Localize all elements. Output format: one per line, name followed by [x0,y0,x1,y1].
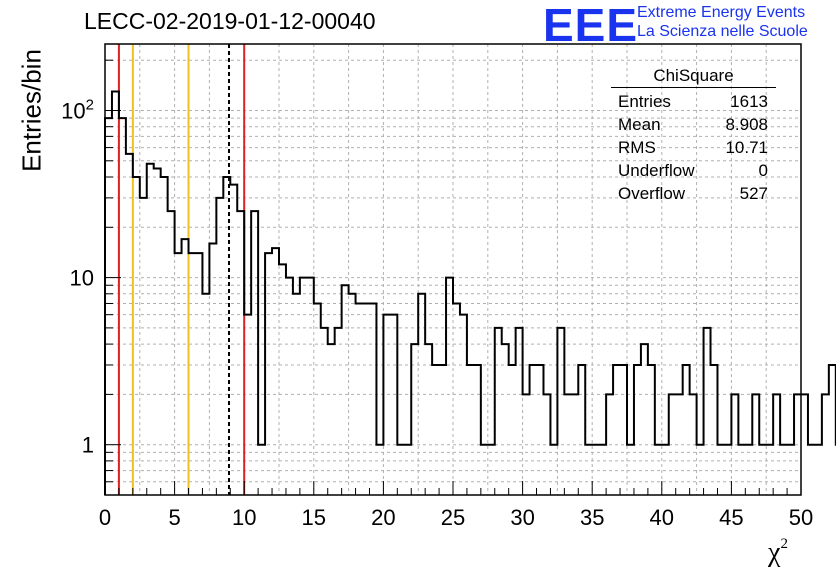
x-tick-label: 45 [719,505,743,530]
stats-row-rms: RMS 10.71 [618,138,768,157]
x-tick-label: 50 [789,505,813,530]
y-axis-label: Entries/bin [16,49,47,172]
y-tick-label: 1 [82,433,94,458]
eee-logo: EEE [543,0,639,51]
stats-row-entries: Entries 1613 [618,92,768,111]
x-tick-label: 30 [510,505,534,530]
x-axis-label-text: χ [768,537,781,568]
x-tick-label: 25 [441,505,465,530]
x-tick-label: 20 [371,505,395,530]
x-tick-label: 0 [99,505,111,530]
stats-title: ChiSquare [611,66,776,88]
stats-row-underflow: Underflow 0 [618,161,768,180]
x-tick-label: 5 [168,505,180,530]
logo-caption: Extreme Energy Events La Scienza nelle S… [637,3,808,41]
histogram-series [104,90,836,495]
x-tick-label: 15 [302,505,326,530]
stats-box: ChiSquare Entries 1613 Mean 8.908 RMS 10.71… [611,66,776,205]
logo-line-2: La Scienza nelle Scuole [637,23,808,40]
x-tick-label: 40 [650,505,674,530]
stats-row-mean: Mean 8.908 [618,115,768,134]
x-axis-label-sup: 2 [780,536,788,552]
stats-row-overflow: Overflow 527 [618,184,768,203]
y-tick-label: 10 [70,266,94,291]
reference-lines [117,44,246,495]
logo-line-1: Extreme Energy Events [637,4,806,21]
axis-ticks: 0 5 10 15 20 25 30 35 40 45 50 1 10 102 [61,59,813,530]
x-tick-label: 35 [580,505,604,530]
y-tick-label: 102 [61,96,94,123]
x-axis-label: χ2 [768,536,788,569]
chart-title: LECC-02-2019-01-12-00040 [84,8,376,34]
x-tick-label: 10 [232,505,256,530]
